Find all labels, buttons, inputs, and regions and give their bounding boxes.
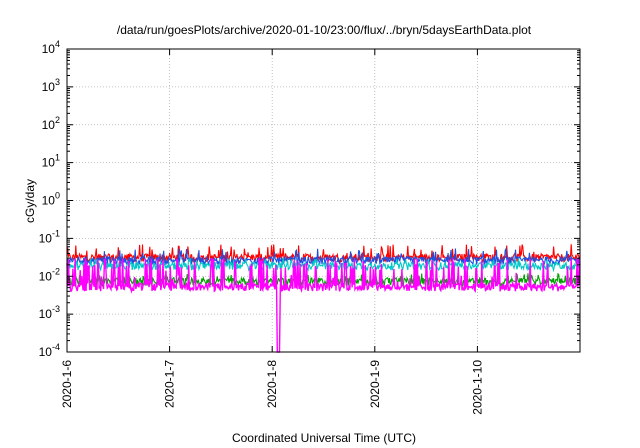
x-tick-label: 2020-1-6 <box>60 360 74 408</box>
grid-lines <box>67 49 580 352</box>
y-tick-label: 10-3 <box>39 304 60 321</box>
x-tick-label: 2020-1-7 <box>163 360 177 408</box>
y-axis: 10-4 10-3 10-2 10-1 100 101 102 103 104 <box>39 39 580 359</box>
series-line <box>66 246 581 267</box>
plot-area <box>66 244 581 353</box>
x-tick-label: 2020-1-9 <box>368 360 382 408</box>
plot-frame <box>66 48 581 353</box>
y-tick-label: 10-4 <box>39 342 60 359</box>
y-tick-label: 102 <box>42 115 60 132</box>
x-axis: 2020-1-6 2020-1-7 2020-1-8 2020-1-9 2020-1-1… <box>60 49 484 415</box>
chart-title: /data/run/goesPlots/archive/2020-01-10/2… <box>117 23 532 37</box>
y-tick-label: 10-2 <box>39 266 60 283</box>
x-tick-label: 2020-1-8 <box>265 360 279 408</box>
y-tick-label: 103 <box>42 77 60 94</box>
y-tick-label: 10-1 <box>39 228 60 245</box>
y-tick-label: 100 <box>42 191 60 208</box>
y-tick-label: 101 <box>42 153 60 170</box>
y-tick-label: 104 <box>42 39 60 56</box>
y-axis-label: cGy/day <box>23 179 37 223</box>
x-axis-label: Coordinated Universal Time (UTC) <box>232 431 416 445</box>
series-line <box>66 257 581 353</box>
x-tick-label: 2020-1-10 <box>470 360 484 415</box>
